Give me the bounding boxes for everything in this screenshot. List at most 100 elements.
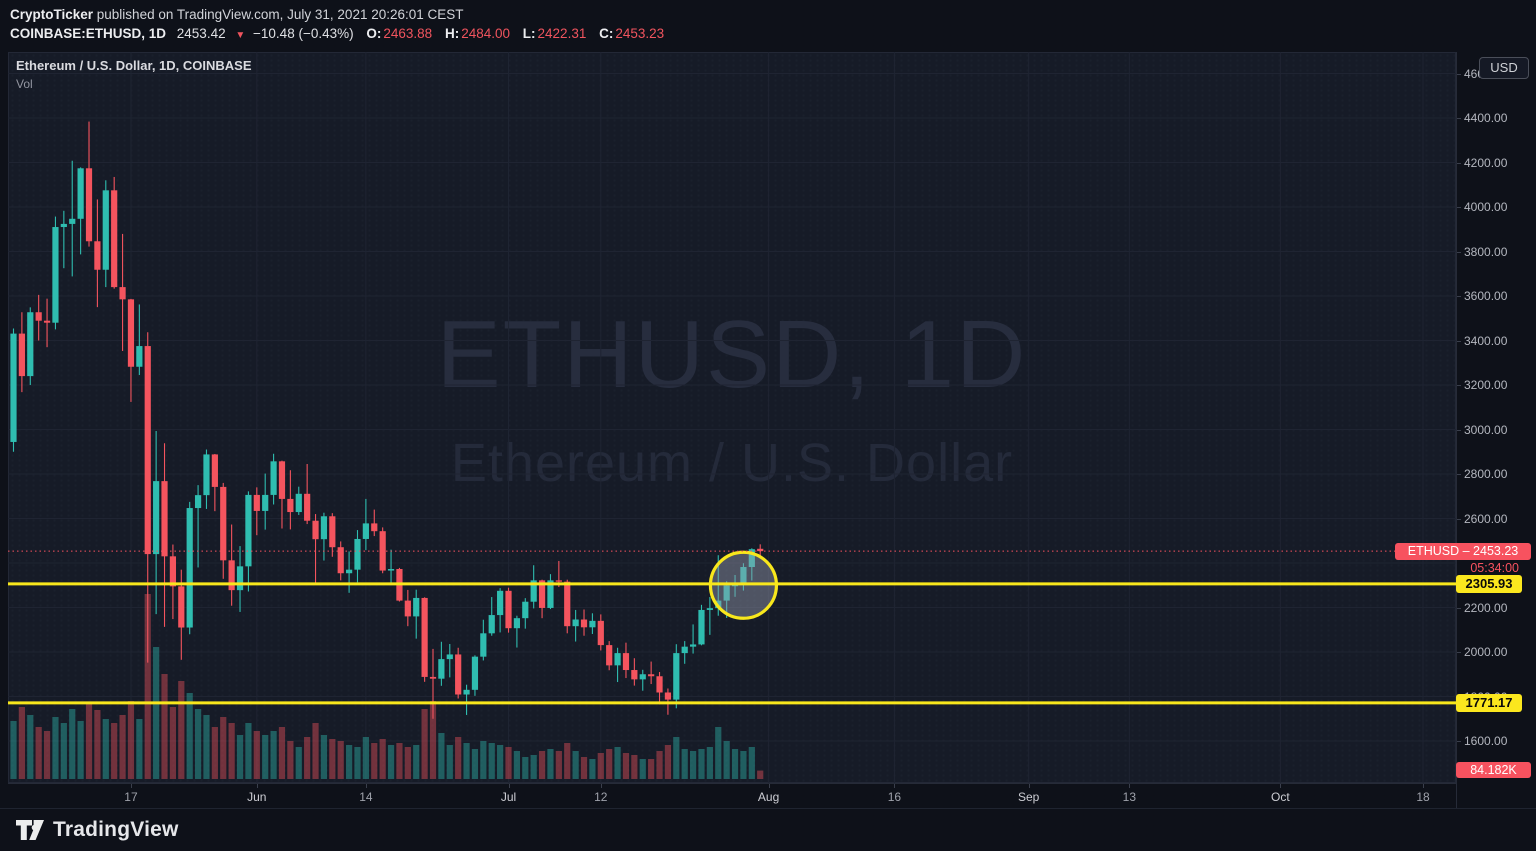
time-axis-label: Jun <box>247 790 267 804</box>
candle-body <box>622 653 630 671</box>
volume-bar <box>245 723 252 779</box>
volume-bar <box>497 745 504 779</box>
volume-bar <box>186 693 193 779</box>
footer-bar: TradingView <box>0 809 1536 851</box>
volume-bar <box>396 743 403 779</box>
candle-body <box>513 618 520 629</box>
volume-bar <box>320 735 328 779</box>
price-down-arrow-icon: ▼ <box>235 30 246 41</box>
volume-bar <box>673 737 680 779</box>
candle-body <box>664 692 672 700</box>
volume-bar <box>488 743 495 779</box>
price-axis-tick <box>1457 607 1461 609</box>
candle-body <box>564 581 571 627</box>
price-axis-label: 3200.00 <box>1464 378 1508 392</box>
candle-body <box>69 218 76 224</box>
countdown-timer: 05:34:00 <box>1457 559 1531 578</box>
candle-body <box>278 461 286 499</box>
candle-body <box>488 615 495 634</box>
candle-body <box>35 312 42 321</box>
volume-bar <box>270 731 277 779</box>
volume-bar <box>102 719 109 779</box>
time-axis-tick <box>130 784 132 788</box>
volume-bar <box>77 721 84 779</box>
price-axis-label: 4200.00 <box>1464 155 1508 170</box>
candle-body <box>245 494 252 567</box>
candle-body <box>639 674 646 680</box>
last-price: 2453.42 <box>176 26 226 41</box>
volume-bar <box>178 681 185 779</box>
candle-body <box>387 569 395 571</box>
time-axis-label: 14 <box>359 790 373 804</box>
candle-body <box>312 520 319 540</box>
volume-bar <box>236 735 244 779</box>
price-axis-label: 2600.00 <box>1464 511 1508 526</box>
support-level-badge-upper: 2305.93 <box>1456 574 1522 593</box>
volume-bar <box>203 715 210 779</box>
time-axis-label: Oct <box>1271 790 1290 804</box>
candle-body <box>228 560 235 591</box>
volume-bar <box>371 743 378 779</box>
tradingview-logo[interactable]: TradingView <box>16 818 179 842</box>
candle-body <box>463 689 470 695</box>
price-axis[interactable]: 4600.004400.004200.004000.003800.003600.… <box>1456 52 1536 809</box>
volume-bar <box>111 723 118 779</box>
time-axis-label: 17 <box>124 790 138 804</box>
volume-bar <box>656 751 663 779</box>
volume-bar <box>471 749 479 779</box>
candle-body <box>455 654 462 695</box>
candle-body <box>547 580 554 608</box>
candle-body <box>648 674 655 677</box>
volume-bar <box>404 747 411 779</box>
candle-body <box>614 653 621 666</box>
candle-body <box>413 597 420 617</box>
candle-body <box>580 619 588 628</box>
candle-body <box>689 644 697 647</box>
volume-bar <box>127 701 135 779</box>
volume-bar <box>278 727 286 779</box>
price-axis-label: 3600.00 <box>1464 289 1508 303</box>
tradingview-logo-icon <box>16 820 44 840</box>
volume-bar <box>555 751 562 779</box>
volume-bar <box>161 674 168 779</box>
candle-body <box>606 645 613 666</box>
time-axis-label: 12 <box>594 790 608 804</box>
time-axis-label: 16 <box>887 790 902 804</box>
price-axis-label: 3400.00 <box>1464 333 1508 348</box>
volume-bar <box>597 753 604 779</box>
candle-body <box>119 287 126 300</box>
volume-bar <box>572 751 579 779</box>
time-axis-label: Aug <box>757 790 780 804</box>
chart-legend: Ethereum / U.S. Dollar, 1D, COINBASE Vol <box>16 58 252 91</box>
time-axis-label: Jul <box>500 790 517 804</box>
volume-bar <box>144 594 151 779</box>
price-axis-tick <box>1457 385 1461 386</box>
volume-bar <box>706 747 713 779</box>
volume-bar <box>52 717 59 779</box>
price-axis-label: 2200.00 <box>1464 600 1508 615</box>
candle-body <box>220 486 227 561</box>
price-axis-tick <box>1457 207 1461 208</box>
candle-body <box>362 523 369 539</box>
volume-bar <box>480 741 487 779</box>
candle-body <box>236 566 244 591</box>
candle-body <box>94 241 101 270</box>
candle-body <box>127 299 135 367</box>
candle-body <box>169 556 177 587</box>
chart-pane[interactable] <box>8 52 1456 783</box>
volume-bar <box>220 717 227 779</box>
candle-body <box>706 608 713 610</box>
volume-bar <box>413 745 420 779</box>
volume-bar <box>94 710 101 779</box>
time-axis-tick <box>1423 784 1425 788</box>
candle-body <box>631 670 638 680</box>
time-axis[interactable]: 17 Jun 14 Jul 12 Aug 16 Sep 13 Oct 18 <box>8 783 1456 809</box>
price-axis-label: 2000.00 <box>1464 645 1508 659</box>
support-level-badge-lower: 1771.17 <box>1456 693 1522 712</box>
volume-bar <box>262 735 269 779</box>
low-value: 2422.31 <box>537 26 587 41</box>
publish-info: published on TradingView.com, July 31, 2… <box>93 7 464 22</box>
candle-body <box>211 454 218 487</box>
volume-bar <box>194 709 202 779</box>
